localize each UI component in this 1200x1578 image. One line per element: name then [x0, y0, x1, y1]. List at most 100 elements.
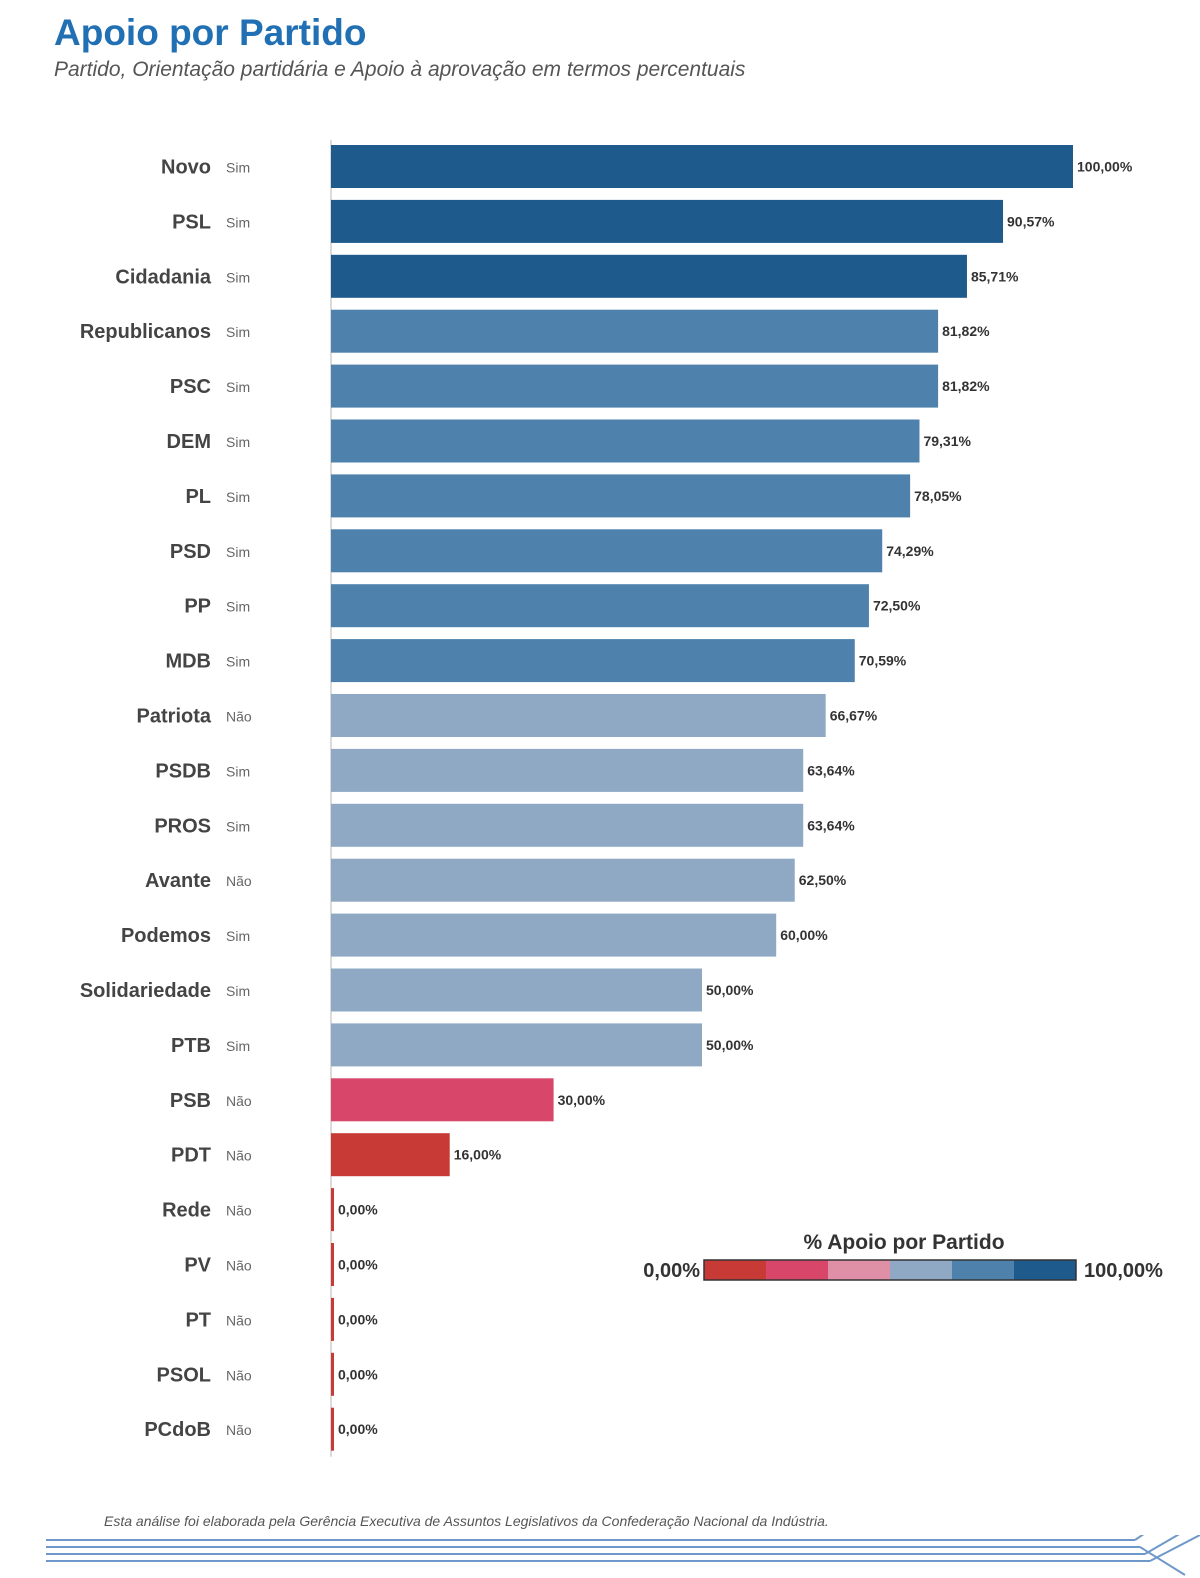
- orientation-label: Não: [226, 1258, 252, 1274]
- category-label: PSD: [170, 541, 211, 563]
- value-label: 85,71%: [971, 268, 1019, 284]
- orientation-label: Sim: [226, 489, 250, 505]
- orientation-label: Sim: [226, 763, 250, 779]
- legend-swatches: [703, 1259, 1077, 1281]
- value-label: 50,00%: [706, 1037, 754, 1053]
- value-label: 74,29%: [886, 543, 934, 559]
- bar: [331, 858, 795, 902]
- bar: [331, 145, 1073, 188]
- bar: [331, 1407, 334, 1451]
- category-label: Podemos: [121, 925, 211, 947]
- orientation-label: Não: [226, 1093, 252, 1109]
- bar: [331, 364, 939, 408]
- category-label: PSOL: [157, 1364, 211, 1386]
- value-label: 62,50%: [799, 872, 847, 888]
- value-label: 78,05%: [914, 488, 962, 504]
- bar: [331, 1078, 554, 1122]
- orientation-label: Sim: [226, 269, 250, 285]
- bar: [331, 254, 967, 298]
- category-label: Republicanos: [80, 321, 211, 343]
- category-label: PT: [185, 1309, 211, 1331]
- value-label: 60,00%: [780, 927, 828, 943]
- category-label: PSDB: [155, 760, 211, 782]
- bar: [331, 419, 920, 463]
- footer-decoration: [46, 1535, 1200, 1576]
- category-label: PL: [185, 486, 211, 508]
- bar: [331, 1133, 450, 1177]
- bar: [331, 199, 1004, 243]
- bar: [331, 968, 702, 1012]
- legend-swatch: [1014, 1260, 1077, 1280]
- value-label: 30,00%: [558, 1092, 606, 1108]
- legend-swatch: [704, 1260, 767, 1280]
- orientation-label: Sim: [226, 214, 250, 230]
- legend-min-label: 0,00%: [643, 1260, 700, 1282]
- bar: [331, 748, 804, 792]
- bar: [331, 529, 883, 573]
- orientation-label: Sim: [226, 434, 250, 450]
- category-label: PSL: [172, 211, 211, 233]
- orientation-label: Sim: [226, 379, 250, 395]
- color-legend: % Apoio por Partido 0,00% 100,00%: [643, 1231, 1163, 1282]
- category-label: Solidariedade: [80, 980, 211, 1002]
- value-label: 0,00%: [338, 1202, 378, 1218]
- bar-chart: Novo Sim 100,00% PSL Sim 90,57% Cidadania Sim 85…: [80, 140, 1163, 1457]
- category-label: PCdoB: [144, 1419, 211, 1441]
- orientation-label: Sim: [226, 599, 250, 615]
- value-label: 70,59%: [859, 653, 907, 669]
- value-label: 90,57%: [1007, 213, 1055, 229]
- category-label: Avante: [145, 870, 211, 892]
- orientation-label: Sim: [226, 160, 250, 176]
- orientation-label: Sim: [226, 983, 250, 999]
- orientation-label: Sim: [226, 818, 250, 834]
- chart-subtitle: Partido, Orientação partidária e Apoio à…: [54, 58, 746, 81]
- bar: [331, 1352, 334, 1396]
- orientation-label: Não: [226, 1367, 252, 1383]
- category-label: PV: [184, 1255, 211, 1277]
- bar: [331, 1243, 334, 1286]
- category-label: PDT: [171, 1145, 211, 1167]
- category-label: MDB: [165, 651, 211, 673]
- legend-swatch: [766, 1260, 829, 1280]
- category-label: Novo: [161, 157, 211, 179]
- bar: [331, 913, 777, 957]
- value-label: 0,00%: [338, 1366, 378, 1382]
- orientation-label: Não: [226, 1422, 252, 1438]
- bar: [331, 584, 869, 628]
- bar: [331, 1023, 702, 1067]
- bar: [331, 803, 804, 847]
- category-label: PROS: [154, 815, 211, 837]
- value-label: 50,00%: [706, 982, 754, 998]
- orientation-label: Não: [226, 1312, 252, 1328]
- orientation-label: Não: [226, 1203, 252, 1219]
- bar: [331, 309, 939, 353]
- orientation-label: Não: [226, 709, 252, 725]
- bar: [331, 694, 826, 737]
- category-label: PSB: [170, 1090, 211, 1112]
- orientation-label: Não: [226, 873, 252, 889]
- category-label: PSC: [170, 376, 211, 398]
- value-label: 66,67%: [830, 708, 878, 724]
- value-label: 0,00%: [338, 1257, 378, 1273]
- value-label: 0,00%: [338, 1311, 378, 1327]
- bar: [331, 474, 911, 518]
- category-label: Cidadania: [115, 266, 211, 288]
- orientation-label: Não: [226, 1148, 252, 1164]
- category-label: PP: [184, 596, 211, 618]
- bar: [331, 639, 855, 683]
- legend-swatch: [828, 1260, 891, 1280]
- legend-border: [703, 1259, 1077, 1281]
- value-label: 100,00%: [1077, 159, 1133, 175]
- orientation-label: Sim: [226, 1038, 250, 1054]
- category-label: Rede: [162, 1200, 211, 1222]
- legend-max-label: 100,00%: [1084, 1260, 1163, 1282]
- orientation-label: Sim: [226, 654, 250, 670]
- value-label: 81,82%: [942, 378, 990, 394]
- category-label: PTB: [171, 1035, 211, 1057]
- value-label: 79,31%: [923, 433, 971, 449]
- orientation-label: Sim: [226, 324, 250, 340]
- category-label: Patriota: [137, 706, 212, 728]
- footer-note: Esta análise foi elaborada pela Gerência…: [104, 1513, 829, 1529]
- value-label: 63,64%: [807, 762, 855, 778]
- bar: [331, 1188, 334, 1232]
